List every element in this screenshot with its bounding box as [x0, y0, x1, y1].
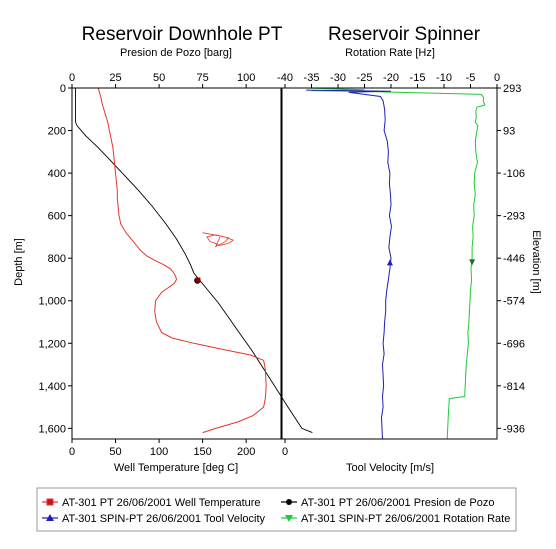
rotation-tick-label: -35 — [304, 72, 320, 84]
elevation-tick-label: -936 — [503, 423, 525, 435]
y-axis-label-elevation: Elevation [m] — [530, 230, 542, 294]
elevation-tick-label: 93 — [503, 126, 515, 138]
chart-title-spinner: Reservoir Spinner — [328, 24, 481, 45]
elevation-tick-label: -293 — [503, 211, 525, 223]
pressure-tick-label: 0 — [69, 72, 75, 84]
top-axis-label-rotation: Rotation Rate [Hz] — [345, 47, 435, 59]
tool-velocity-line — [306, 89, 393, 440]
pressure-tick-label: 75 — [197, 72, 209, 84]
top-axis-label-pressure: Presion de Pozo [barg] — [120, 47, 232, 59]
rotation-tick-label: -20 — [383, 72, 399, 84]
pressure-line — [75, 88, 313, 434]
legend-label-velocity: AT-301 SPIN-PT 26/06/2001 Tool Velocity — [62, 513, 266, 525]
elevation-tick-label: -446 — [503, 253, 525, 265]
elevation-tick-label: 293 — [503, 83, 521, 95]
temperature-tick-label: 200 — [237, 446, 255, 458]
temperature-marker — [195, 277, 201, 283]
legend-marker-temperature — [46, 498, 54, 506]
depth-tick-label: 0 — [60, 83, 66, 95]
temperature-line — [97, 87, 267, 434]
bottom-axis-label-velocity: Tool Velocity [m/s] — [346, 462, 434, 474]
pressure-tick-label: 100 — [237, 72, 255, 84]
pressure-tick-label: 50 — [153, 72, 165, 84]
legend-frame — [36, 487, 517, 532]
depth-tick-label: 1,600 — [38, 423, 66, 435]
rotation-tick-label: -40 — [277, 72, 293, 84]
rotation-tick-label: 0 — [494, 72, 500, 84]
y-axis-label-depth: Depth [m] — [13, 238, 25, 286]
depth-tick-label: 400 — [48, 168, 66, 180]
rotation-tick-label: -5 — [466, 72, 476, 84]
depth-tick-label: 600 — [48, 211, 66, 223]
velocity-tick-label: 0 — [282, 446, 288, 458]
elevation-tick-label: -814 — [503, 381, 525, 393]
legend-marker-pressure — [286, 499, 292, 505]
depth-tick-label: 1,200 — [38, 338, 66, 350]
rotation-tick-label: -10 — [436, 72, 452, 84]
legend-label-temperature: AT-301 PT 26/06/2001 Well Temperature — [62, 497, 261, 509]
temperature-tick-label: 150 — [193, 446, 211, 458]
legend-label-pressure: AT-301 PT 26/06/2001 Presion de Pozo — [301, 497, 494, 509]
elevation-tick-label: -574 — [503, 296, 525, 308]
temperature-tick-label: 0 — [69, 446, 75, 458]
legend-label-rotation: AT-301 SPIN-PT 26/06/2001 Rotation Rate — [301, 513, 510, 525]
rotation-tick-label: -30 — [330, 72, 346, 84]
legend-marker-velocity — [46, 514, 54, 521]
temperature-line-detail — [202, 232, 234, 248]
rotation-rate-marker — [469, 259, 476, 266]
legend: AT-301 PT 26/06/2001 Well Temperature AT… — [36, 487, 517, 532]
depth-tick-label: 1,400 — [38, 381, 66, 393]
bottom-axis-label-temperature: Well Temperature [deg C] — [114, 462, 238, 474]
depth-tick-label: 200 — [48, 126, 66, 138]
legend-marker-rotation — [285, 515, 293, 522]
chart-title-downhole-pt: Reservoir Downhole PT — [82, 24, 283, 45]
temperature-tick-label: 100 — [150, 446, 168, 458]
depth-tick-label: 1,000 — [38, 296, 66, 308]
elevation-tick-label: -696 — [503, 338, 525, 350]
elevation-tick-label: -106 — [503, 168, 525, 180]
rotation-rate-line — [306, 87, 486, 440]
rotation-tick-label: -25 — [357, 72, 373, 84]
rotation-tick-label: -15 — [410, 72, 426, 84]
pressure-tick-label: 25 — [109, 72, 121, 84]
temperature-tick-label: 50 — [109, 446, 121, 458]
left-plot-frame — [71, 87, 282, 440]
depth-tick-label: 800 — [48, 253, 66, 265]
tool-velocity-marker — [386, 259, 393, 266]
